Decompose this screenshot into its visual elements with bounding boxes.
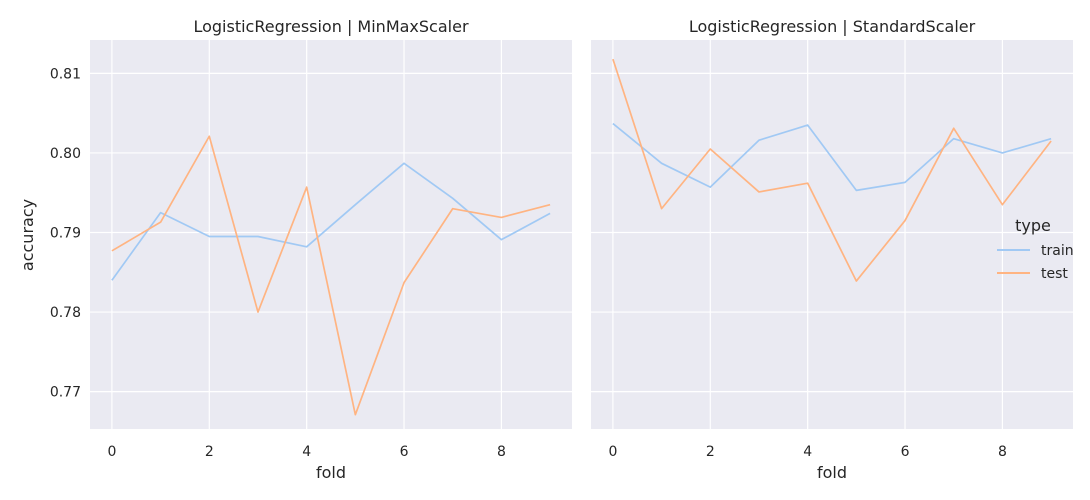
panel-background <box>90 40 572 429</box>
x-tick-label: 8 <box>497 444 506 460</box>
y-tick-label: 0.79 <box>50 226 81 242</box>
legend-test-label: test <box>1041 266 1068 282</box>
series-line-test <box>612 58 1052 282</box>
panel-title: LogisticRegression | MinMaxScaler <box>193 17 468 36</box>
panel-title: LogisticRegression | StandardScaler <box>689 17 976 36</box>
chart-panels: 0 2 4 6 8 0.77 0.78 0.79 0.80 0.81 fold LogisticReg… <box>50 17 1073 482</box>
x-tick-label: 2 <box>706 444 715 460</box>
series-line-train <box>111 162 551 281</box>
y-axis-label: accuracy <box>18 199 37 271</box>
panel-background <box>591 40 1073 429</box>
y-tick-label: 0.78 <box>50 305 81 321</box>
x-tick-label: 6 <box>400 444 409 460</box>
y-tick-label: 0.80 <box>50 146 81 162</box>
x-tick-label: 8 <box>998 444 1007 460</box>
legend-title: type <box>1015 216 1051 235</box>
legend: type train test <box>997 216 1074 282</box>
y-tick-label: 0.81 <box>50 66 81 82</box>
x-tick-label: 2 <box>205 444 214 460</box>
x-tick-label: 6 <box>901 444 910 460</box>
panel-2: 0 2 4 6 8 fold LogisticRegression | StandardSc… <box>591 17 1073 482</box>
series-line-test <box>111 135 551 416</box>
x-axis-label: fold <box>817 463 847 482</box>
x-tick-label: 4 <box>803 444 812 460</box>
series-line-train <box>612 122 1052 192</box>
x-tick-label: 0 <box>608 444 617 460</box>
legend-train-label: train <box>1041 243 1074 259</box>
x-axis-label: fold <box>316 463 346 482</box>
panel-1: 0 2 4 6 8 0.77 0.78 0.79 0.80 0.81 fold LogisticReg… <box>50 17 572 482</box>
x-tick-label: 0 <box>107 444 116 460</box>
x-tick-label: 4 <box>302 444 311 460</box>
y-tick-label: 0.77 <box>50 385 81 401</box>
